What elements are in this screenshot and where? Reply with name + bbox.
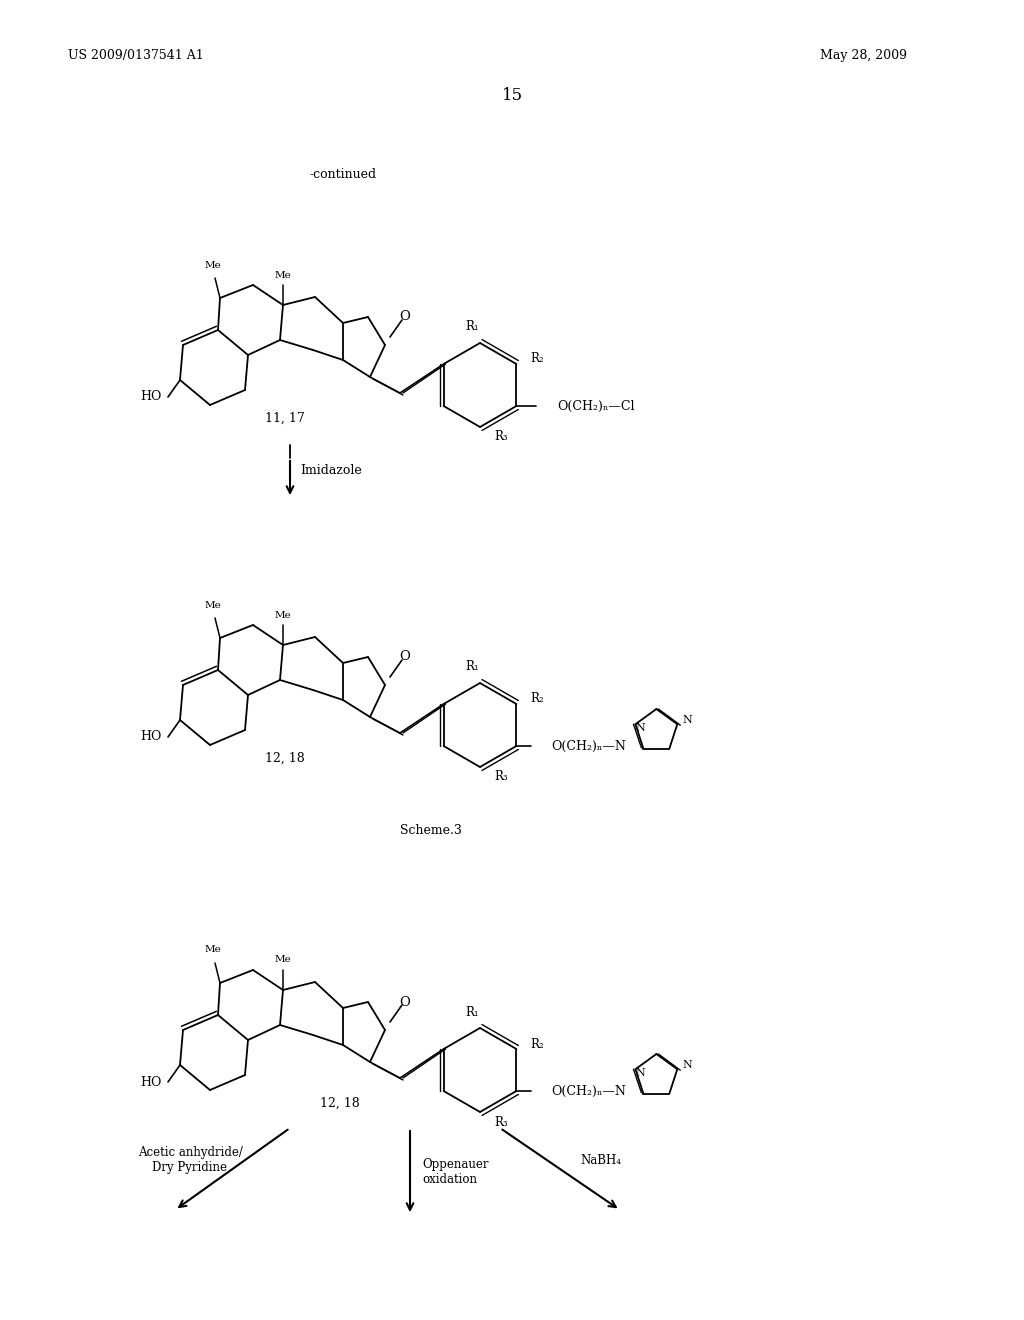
Text: US 2009/0137541 A1: US 2009/0137541 A1 [68,49,204,62]
Text: R₁: R₁ [465,1006,479,1019]
Text: R₂: R₂ [530,693,544,705]
Text: Oppenauer
oxidation: Oppenauer oxidation [422,1158,488,1185]
Text: R₁: R₁ [465,660,479,673]
Text: N: N [682,715,692,725]
Text: R₃: R₃ [494,771,508,784]
Text: 12, 18: 12, 18 [265,751,305,764]
Text: Me: Me [274,956,292,965]
Text: 12, 18: 12, 18 [319,1097,359,1110]
Text: HO: HO [140,1076,162,1089]
Text: O: O [399,310,411,323]
Text: O(CH₂)ₙ—N: O(CH₂)ₙ—N [551,739,626,752]
Text: Me: Me [205,260,221,269]
Text: O(CH₂)ₙ—N: O(CH₂)ₙ—N [551,1085,626,1097]
Text: R₃: R₃ [494,430,508,444]
Text: O: O [399,995,411,1008]
Text: R₂: R₂ [530,352,544,366]
Text: R₁: R₁ [465,321,479,334]
Text: O: O [399,651,411,664]
Text: NaBH₄: NaBH₄ [580,1154,621,1167]
Text: Me: Me [205,945,221,954]
Text: N: N [682,1060,692,1071]
Text: R₃: R₃ [494,1115,508,1129]
Text: 15: 15 [502,87,522,103]
Text: R₂: R₂ [530,1038,544,1051]
Text: -continued: -continued [310,169,377,181]
Text: Me: Me [274,271,292,280]
Text: 11, 17: 11, 17 [265,412,305,425]
Text: N: N [636,1068,645,1078]
Text: Acetic anhydride/
Dry Pyridine: Acetic anhydride/ Dry Pyridine [137,1146,243,1173]
Text: Me: Me [205,601,221,610]
Text: HO: HO [140,391,162,404]
Text: May 28, 2009: May 28, 2009 [820,49,907,62]
Text: Imidazole: Imidazole [300,463,361,477]
Text: Me: Me [274,610,292,619]
Text: N: N [636,723,645,733]
Text: O(CH₂)ₙ—Cl: O(CH₂)ₙ—Cl [558,400,635,412]
Text: Scheme.3: Scheme.3 [400,824,462,837]
Text: HO: HO [140,730,162,743]
